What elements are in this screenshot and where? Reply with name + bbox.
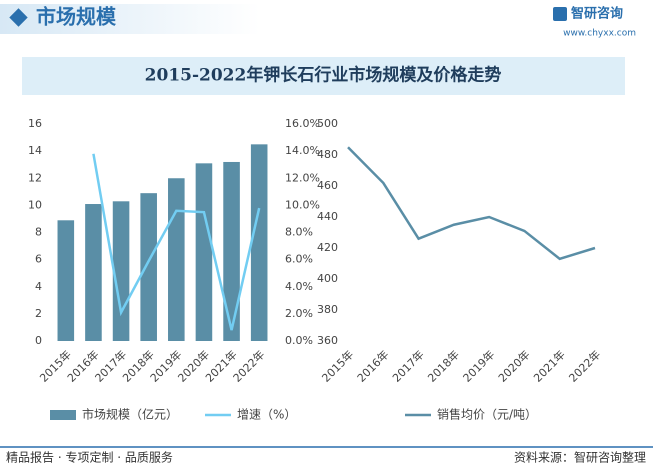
- y-tick-label: 460: [317, 179, 338, 192]
- y2-tick-label: 12.0%: [285, 171, 320, 184]
- y-tick-label: 14: [28, 144, 42, 157]
- y-tick-label: 420: [317, 241, 338, 254]
- legend-label: 销售均价（元/吨）: [437, 407, 537, 422]
- line: [92, 153, 261, 331]
- bar: [250, 144, 268, 341]
- y2-tick-label: 16.0%: [285, 117, 320, 130]
- logo-icon: [553, 7, 567, 21]
- y-tick-label: 16: [28, 117, 42, 130]
- y-tick-label: 12: [28, 171, 42, 184]
- y2-tick-label: 4.0%: [285, 280, 313, 293]
- y-tick-label: 0: [35, 334, 42, 347]
- y-tick-label: 10: [28, 198, 42, 211]
- header-title: 市场规模: [36, 5, 117, 29]
- y2-tick-label: 14.0%: [285, 144, 320, 157]
- title-band: [22, 57, 625, 95]
- bar: [57, 220, 75, 341]
- logo-url: www.chyxx.com: [563, 29, 636, 39]
- bar: [85, 204, 102, 341]
- y-tick-label: 8: [35, 226, 42, 239]
- bar: [168, 178, 185, 341]
- y-tick-label: 440: [317, 210, 338, 223]
- y-tick-label: 400: [317, 272, 338, 285]
- y2-tick-label: 10.0%: [285, 198, 320, 211]
- footer-left: 精品报告 · 专项定制 · 品质服务: [6, 450, 173, 465]
- y-tick-label: 2: [35, 307, 42, 320]
- y2-tick-label: 8.0%: [285, 226, 313, 239]
- legend-swatch: [50, 410, 76, 420]
- legend-label: 增速（%）: [237, 408, 296, 422]
- bar: [195, 163, 213, 341]
- y-tick-label: 6: [35, 253, 42, 266]
- y-tick-label: 480: [317, 148, 338, 161]
- chart-title: 2015-2022年钾长石行业市场规模及价格走势: [145, 65, 502, 86]
- header-band: [0, 4, 260, 34]
- y-tick-label: 500: [317, 117, 338, 130]
- y-tick-label: 380: [317, 303, 338, 316]
- y2-tick-label: 2.0%: [285, 307, 313, 320]
- y-tick-label: 360: [317, 334, 338, 347]
- header-icon: [9, 8, 28, 27]
- legend-label: 市场规模（亿元）: [82, 407, 178, 422]
- line: [347, 146, 596, 261]
- footer-source: 资料来源：智研咨询整理: [514, 450, 646, 465]
- y2-tick-label: 6.0%: [285, 253, 313, 266]
- bar: [223, 161, 240, 341]
- y-tick-label: 4: [35, 280, 42, 293]
- bar: [112, 201, 130, 341]
- bar: [140, 193, 157, 341]
- logo-text: 智研咨询: [571, 6, 623, 22]
- y2-tick-label: 0.0%: [285, 334, 313, 347]
